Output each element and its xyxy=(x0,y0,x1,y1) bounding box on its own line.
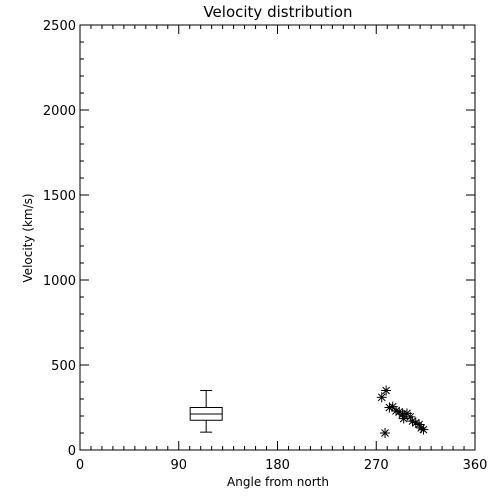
boxplot xyxy=(189,390,223,433)
x-tick-label: 360 xyxy=(463,458,488,473)
chart-title: Velocity distribution xyxy=(203,3,352,21)
plot-frame xyxy=(79,24,476,451)
scatter-point xyxy=(398,413,409,424)
scatter-point xyxy=(381,385,392,396)
scatter-points xyxy=(376,385,429,438)
x-tick-label: 180 xyxy=(265,458,290,473)
y-tick-label: 2500 xyxy=(43,19,76,34)
scatter-point xyxy=(405,411,416,422)
y-tick-label: 2000 xyxy=(43,104,76,119)
axes: 0 90 180 270 360 0 500 1000 1500 2000 2500 xyxy=(43,19,488,473)
x-axis-label: Angle from north xyxy=(227,475,329,489)
y-axis-label: Velocity (km/s) xyxy=(21,193,35,282)
scatter-point xyxy=(418,424,429,435)
y-tick-label: 1500 xyxy=(43,189,76,204)
scatter-point xyxy=(380,428,391,438)
y-tick-label: 500 xyxy=(51,359,76,374)
scatter-point xyxy=(376,392,387,403)
y-tick-label: 0 xyxy=(68,444,76,459)
x-tick-label: 0 xyxy=(76,458,84,473)
x-tick-label: 90 xyxy=(170,458,187,473)
x-tick-label: 270 xyxy=(364,458,389,473)
y-tick-label: 1000 xyxy=(43,274,76,289)
